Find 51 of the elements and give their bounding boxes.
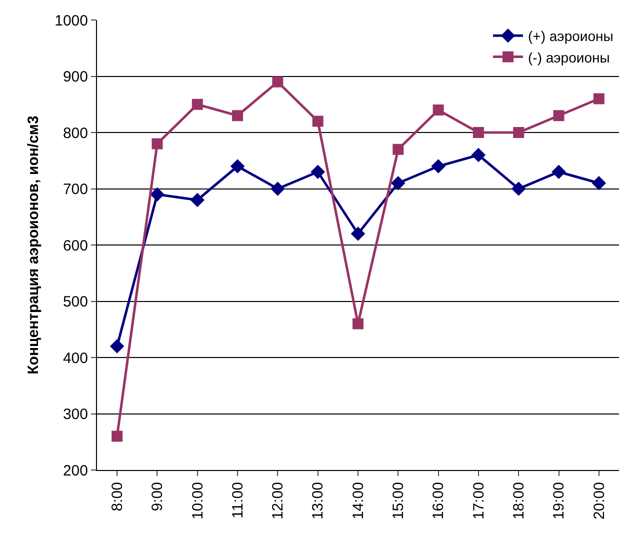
- point: [192, 98, 203, 110]
- y-tick-label: 300: [62, 406, 88, 423]
- y-tick-label: 400: [62, 350, 88, 367]
- x-tick-label: 17:00: [470, 482, 488, 520]
- legend-label: (-) аэроионы: [528, 49, 610, 66]
- point: [472, 127, 484, 138]
- point: [593, 93, 604, 104]
- x-tick-label: 8:00: [108, 482, 126, 512]
- y-tick-label: 500: [62, 294, 88, 310]
- point: [392, 144, 404, 155]
- point: [552, 164, 566, 180]
- point: [471, 148, 486, 162]
- x-tick-label: 13:00: [310, 482, 327, 520]
- point: [431, 159, 446, 174]
- y-tick-label: 200: [62, 462, 88, 480]
- x-tick-label: 15:00: [390, 482, 408, 520]
- x-tick-label: 20:00: [590, 482, 608, 520]
- y-tick-label: 700: [62, 181, 88, 198]
- point: [513, 127, 524, 138]
- y-tick-label: 1000: [54, 12, 88, 30]
- point: [150, 187, 164, 202]
- point: [310, 164, 325, 180]
- point: [511, 182, 526, 196]
- x-tick-label: 16:00: [430, 482, 448, 520]
- point: [312, 116, 324, 127]
- y-tick-label: 800: [62, 124, 88, 142]
- x-tick-label: 11:00: [229, 482, 246, 518]
- x-tick-label: 14:00: [350, 482, 367, 520]
- point: [553, 110, 564, 122]
- point: [432, 104, 444, 116]
- point: [352, 318, 364, 330]
- x-tick-label: 19:00: [550, 482, 568, 520]
- point: [350, 226, 366, 241]
- x-tick-label: 12:00: [270, 482, 287, 520]
- point: [230, 159, 245, 174]
- point: [190, 192, 205, 208]
- point: [391, 176, 406, 190]
- point: [112, 430, 123, 442]
- y-axis-title: Концентрация аэроионов, ион/см3: [24, 116, 42, 374]
- y-tick-label: 900: [62, 68, 88, 86]
- x-tick-label: 9:00: [149, 482, 166, 512]
- point: [152, 138, 163, 150]
- point: [232, 110, 244, 122]
- legend-label: (+) аэроионы: [528, 28, 614, 44]
- y-tick-label: 600: [62, 237, 88, 254]
- x-tick-label: 18:00: [510, 482, 528, 520]
- point: [270, 182, 285, 196]
- point: [272, 76, 284, 88]
- point: [110, 339, 124, 354]
- point: [592, 176, 606, 190]
- x-tick-label: 10:00: [189, 482, 206, 520]
